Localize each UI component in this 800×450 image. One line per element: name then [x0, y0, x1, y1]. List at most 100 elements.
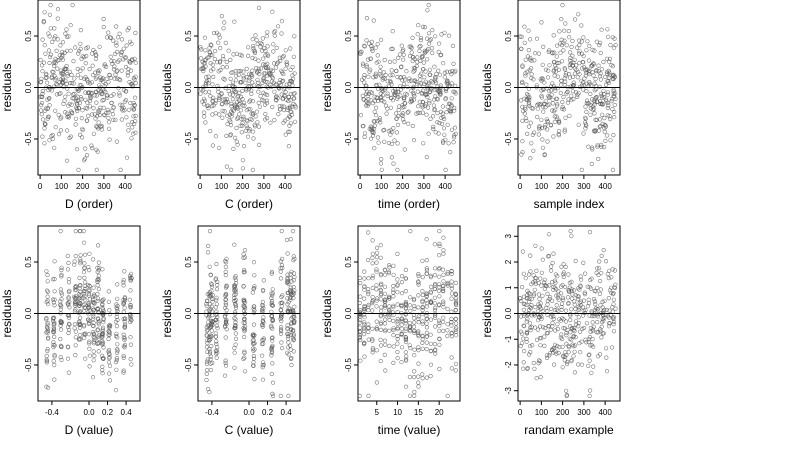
data-point — [580, 305, 586, 310]
data-point — [212, 30, 217, 36]
data-point — [593, 289, 598, 294]
data-point — [378, 297, 384, 302]
data-point — [432, 286, 437, 292]
data-point — [587, 43, 592, 49]
data-point — [96, 287, 101, 292]
y-tick-label: 0.0 — [184, 307, 193, 319]
data-point — [93, 50, 98, 55]
data-point — [588, 329, 593, 335]
data-point — [233, 281, 239, 286]
data-point — [420, 24, 426, 29]
data-point — [594, 67, 599, 73]
data-point — [122, 322, 128, 327]
data-point — [214, 261, 219, 267]
data-point — [449, 103, 454, 109]
data-point — [233, 331, 238, 336]
data-point — [537, 102, 542, 107]
data-point — [129, 41, 134, 46]
data-point — [521, 360, 526, 365]
data-point — [576, 51, 582, 56]
data-point — [403, 326, 409, 331]
data-point — [280, 79, 285, 84]
data-point — [119, 49, 124, 54]
data-point — [80, 126, 85, 131]
data-point — [613, 306, 618, 311]
data-point — [568, 330, 573, 335]
data-point — [273, 65, 279, 70]
data-point — [292, 91, 297, 96]
data-point — [539, 314, 544, 319]
data-point — [548, 88, 554, 93]
data-point — [52, 297, 57, 302]
x-tick-label: 0.4 — [281, 408, 293, 417]
data-point — [394, 68, 399, 73]
data-point — [445, 122, 450, 127]
data-point — [243, 369, 248, 374]
data-point — [252, 333, 257, 338]
data-point — [454, 325, 459, 330]
data-point — [362, 296, 367, 301]
data-point — [554, 103, 560, 108]
data-point — [244, 86, 249, 91]
data-point — [47, 103, 52, 108]
data-point — [101, 105, 106, 110]
data-point — [121, 57, 126, 62]
data-point — [374, 298, 379, 303]
x-tick-label: 300 — [257, 182, 271, 191]
data-point — [607, 75, 612, 80]
data-point — [258, 66, 264, 71]
data-point — [232, 365, 237, 370]
data-point — [518, 98, 524, 103]
data-point — [261, 90, 266, 95]
data-point — [551, 134, 556, 139]
data-point — [522, 96, 527, 101]
data-point — [114, 367, 119, 372]
data-point — [131, 114, 136, 119]
data-point — [102, 88, 107, 93]
data-point — [81, 240, 87, 245]
data-point — [563, 21, 568, 26]
data-point — [396, 55, 401, 61]
data-point — [420, 258, 425, 263]
data-point — [201, 88, 206, 93]
data-point — [374, 296, 380, 301]
data-point — [223, 301, 228, 306]
data-point — [415, 32, 420, 37]
data-point — [366, 230, 371, 235]
data-point — [407, 76, 412, 81]
data-point — [286, 352, 291, 357]
data-point — [128, 288, 133, 293]
data-point — [412, 306, 417, 311]
data-point — [91, 297, 96, 302]
data-point — [420, 292, 425, 298]
data-point — [207, 314, 212, 319]
data-point — [381, 88, 386, 93]
data-point — [269, 291, 274, 296]
data-point — [445, 80, 450, 85]
data-point — [526, 100, 532, 105]
data-point — [591, 324, 596, 329]
data-point — [251, 348, 256, 353]
data-point — [268, 120, 273, 125]
data-point — [121, 335, 126, 340]
data-point — [286, 340, 291, 345]
data-point — [242, 144, 247, 149]
data-point — [372, 94, 377, 99]
data-point — [252, 347, 257, 352]
data-point — [547, 283, 552, 288]
data-point — [445, 82, 450, 87]
data-point — [418, 77, 423, 82]
data-point — [414, 79, 419, 84]
data-point — [84, 118, 90, 123]
data-point — [383, 272, 388, 277]
data-point — [403, 267, 409, 273]
data-point — [287, 79, 293, 84]
data-point — [594, 330, 599, 335]
data-point — [572, 71, 578, 76]
data-point — [441, 251, 446, 256]
data-point — [214, 312, 219, 317]
data-point — [75, 66, 80, 72]
data-point — [54, 48, 59, 54]
data-point — [96, 120, 101, 125]
data-point — [286, 290, 291, 296]
